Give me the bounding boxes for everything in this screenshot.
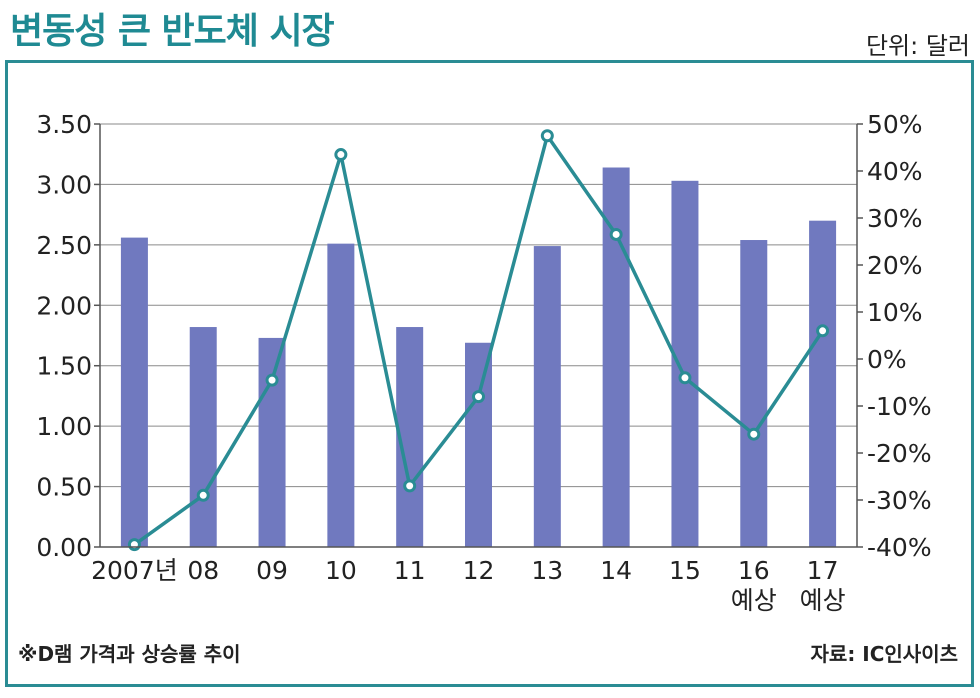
unit-label: 단위: 달러 xyxy=(865,32,970,60)
left-tick-label: 0.00 xyxy=(36,533,92,562)
bar-1 xyxy=(189,327,217,547)
bar-7 xyxy=(602,167,630,547)
bar-9 xyxy=(740,240,768,547)
bar-0 xyxy=(120,237,148,547)
right-tick-label: 0% xyxy=(867,345,907,374)
footnote: ※D램 가격과 상승률 추이 xyxy=(18,642,241,666)
line-point-3 xyxy=(334,148,348,162)
right-tick-label: -40% xyxy=(867,533,932,562)
right-tick-label: 20% xyxy=(867,251,923,280)
left-tick-label: 3.00 xyxy=(36,170,92,199)
x-tick-label-1: 08 xyxy=(187,556,219,585)
x-tick-label-3: 10 xyxy=(325,556,357,585)
line-point-5 xyxy=(472,390,485,404)
line-series xyxy=(127,129,830,552)
left-tick-label: 2.50 xyxy=(36,231,92,260)
bar-3 xyxy=(327,243,355,548)
right-tick-label: 10% xyxy=(867,298,923,327)
line-point-0 xyxy=(127,538,141,552)
x-tick-label-5: 12 xyxy=(463,556,495,585)
bar-6 xyxy=(533,246,561,547)
line-point-9 xyxy=(747,427,761,441)
line-point-2 xyxy=(265,373,279,387)
line-point-7 xyxy=(609,227,623,241)
bar-series xyxy=(120,167,837,548)
x-tick-label-0: 2007년 xyxy=(91,556,178,585)
x-tick-label-10: 17 예상 xyxy=(800,556,846,615)
line-point-6 xyxy=(540,129,554,143)
x-tick-label-7: 14 xyxy=(600,556,632,585)
left-tick-label: 3.50 xyxy=(36,110,92,139)
right-tick-label: -20% xyxy=(867,439,932,468)
chart-title: 변동성 큰 반도체 시장 xyxy=(10,11,335,52)
line-point-4 xyxy=(403,479,417,493)
x-tick-label-8: 15 xyxy=(669,556,701,585)
bar-8 xyxy=(671,180,699,547)
line-point-10 xyxy=(816,324,830,338)
left-tick-label: 1.50 xyxy=(36,352,92,381)
x-tick-label-4: 11 xyxy=(394,556,426,585)
right-tick-label: -10% xyxy=(867,392,932,421)
chart-frame xyxy=(5,60,974,687)
x-tick-label-9: 16 예상 xyxy=(731,556,777,615)
right-tick-label: -30% xyxy=(867,486,932,515)
right-tick-label: 30% xyxy=(867,204,923,233)
bar-2 xyxy=(258,337,286,547)
x-tick-label-2: 09 xyxy=(256,556,288,585)
right-tick-label: 50% xyxy=(867,110,923,139)
left-tick-label: 1.00 xyxy=(36,412,92,441)
bar-10 xyxy=(809,220,837,547)
left-axis-ticks: 0.00 0.50 1.00 1.50 2.00 2.50 3.00 3.50 xyxy=(36,110,100,562)
x-tick-label-6: 13 xyxy=(531,556,563,585)
line-point-8 xyxy=(678,371,692,385)
left-tick-label: 2.00 xyxy=(36,291,92,320)
bar-5 xyxy=(465,342,492,547)
left-tick-label: 0.50 xyxy=(36,473,92,502)
right-tick-label: 40% xyxy=(867,157,923,186)
x-axis-ticks: 2007년 08 09 10 11 12 13 14 15 16 예상 17 예상 xyxy=(91,556,846,615)
line-point-1 xyxy=(196,488,210,502)
right-axis-ticks: -40% -30% -20% -10% 0% 10% 20% 30% 40% 50% xyxy=(857,110,932,562)
axes xyxy=(99,124,858,548)
source-label: 자료: IC인사이츠 xyxy=(810,642,958,666)
